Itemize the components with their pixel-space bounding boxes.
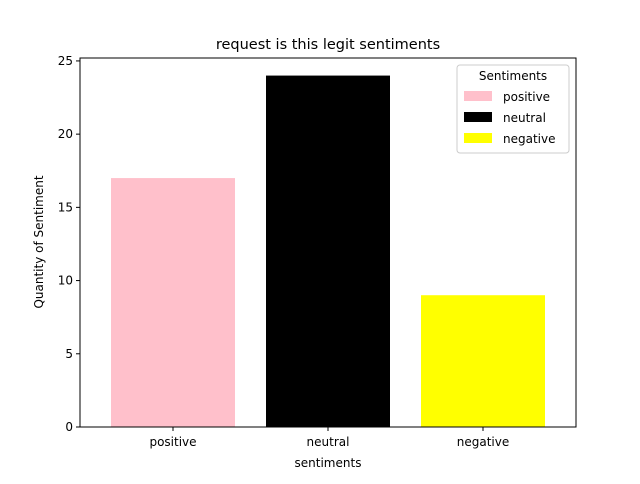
y-tick-label-15: 15 [58,200,73,214]
bar-positive [111,178,235,427]
y-tick-label-0: 0 [65,420,73,434]
bar-negative [421,295,545,427]
x-axis: positive neutral negative [149,427,509,449]
y-tick-label-20: 20 [58,127,73,141]
legend-swatch-neutral [464,112,492,122]
legend-items: positive neutral negative [464,90,555,146]
legend-title: Sentiments [479,69,547,83]
x-tick-label-negative: negative [457,435,509,449]
y-tick-label-5: 5 [65,347,73,361]
legend-frame [456,64,570,154]
bar-neutral [266,75,390,428]
legend-label-positive: positive [503,90,550,104]
legend: Sentiments positive neutral negative [456,64,570,154]
legend-label-negative: negative [503,132,555,146]
y-axis: 0 5 10 15 20 25 [58,54,80,434]
legend-label-neutral: neutral [503,111,546,125]
y-axis-label: Quantity of Sentiment [32,175,46,308]
legend-swatch-negative [464,133,492,143]
bars-group [111,75,545,428]
plot-frame [79,57,577,428]
y-tick-label-10: 10 [58,274,73,288]
x-axis-label: sentiments [295,456,362,470]
y-tick-label-25: 25 [58,54,73,68]
chart-title: request is this legit sentiments [216,37,440,53]
legend-swatch-positive [464,91,492,101]
x-tick-label-neutral: neutral [307,435,350,449]
x-tick-label-positive: positive [149,435,196,449]
